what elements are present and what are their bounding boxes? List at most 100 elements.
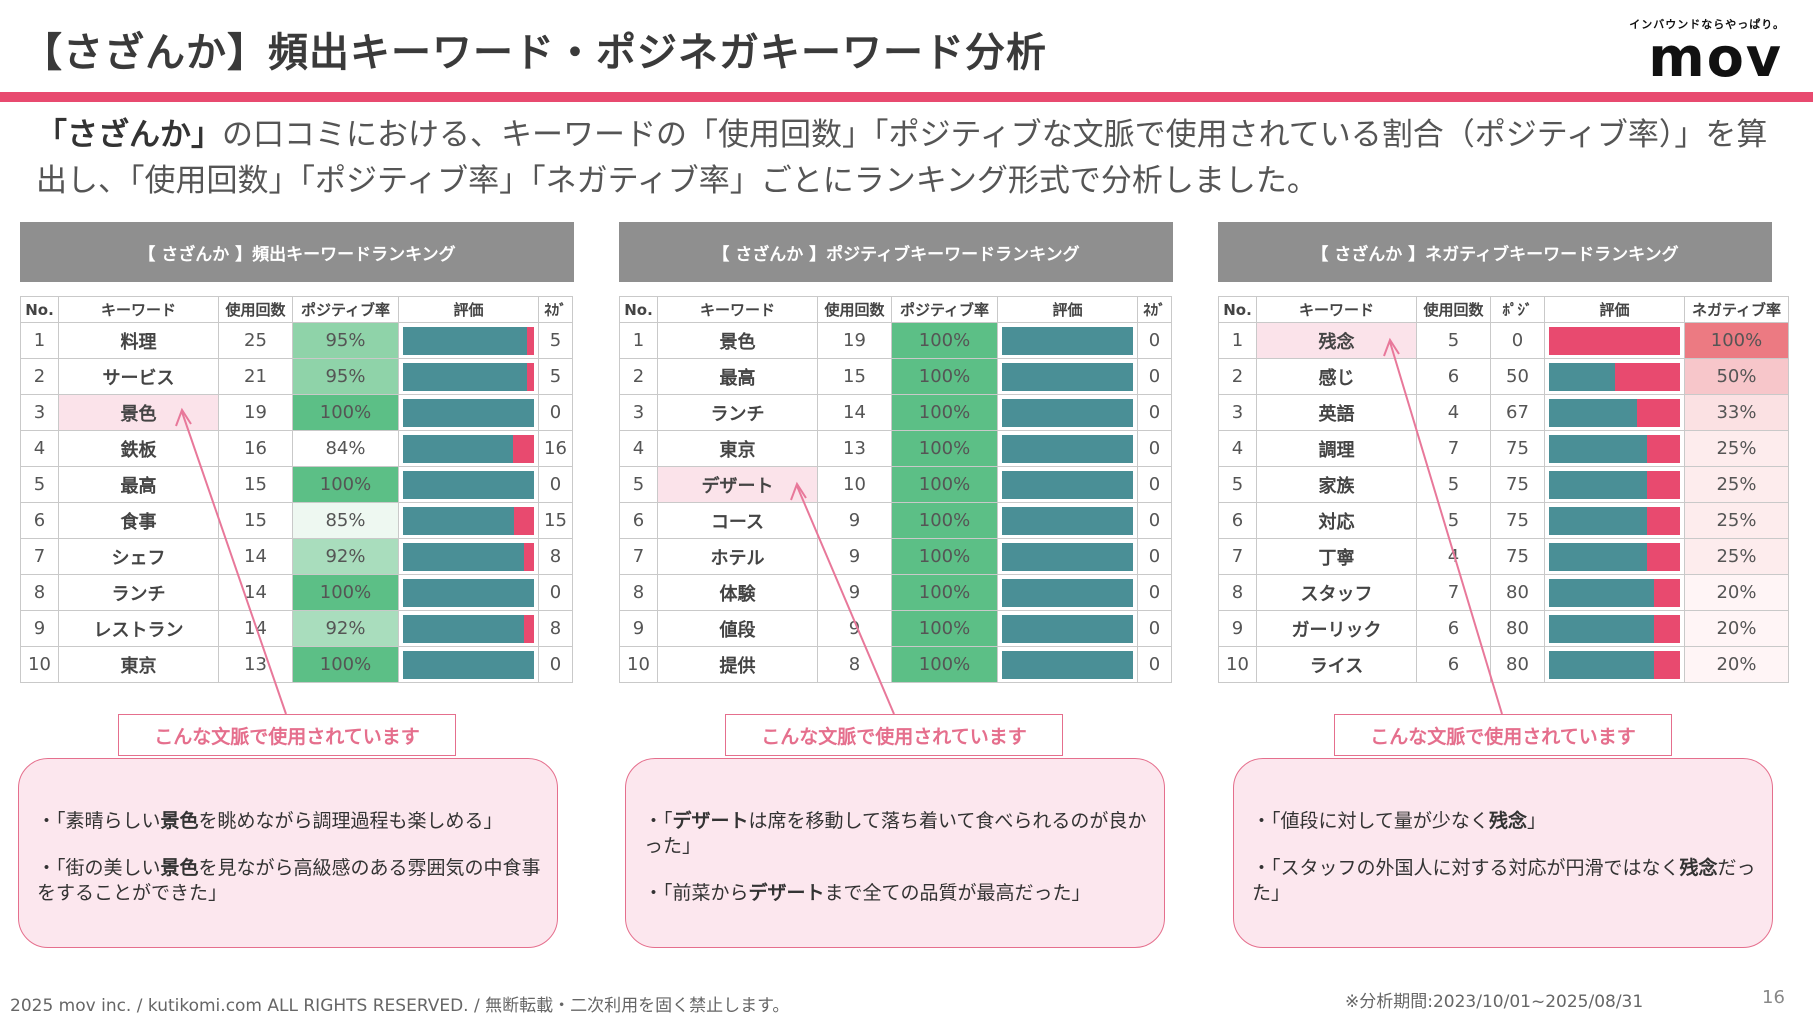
positive-fill [1549, 614, 1654, 643]
sentiment-bar [1002, 434, 1133, 463]
sentiment-bar [403, 506, 534, 535]
title-divider [0, 92, 1813, 102]
page-number: 16 [1762, 987, 1785, 1008]
col-header-no: No. [619, 296, 658, 323]
sentiment-bar [1002, 542, 1133, 571]
count-cell: 9 [817, 502, 892, 539]
positive-fill [403, 362, 528, 391]
table-row: 1 残念 5 0 100% [1218, 322, 1789, 359]
pointer-arrow [796, 485, 895, 715]
context-label: こんな文脈で使用されています [1334, 714, 1672, 756]
rank-no: 3 [20, 394, 59, 431]
positive-fill [1002, 614, 1133, 643]
keyword-cell: 食事 [58, 502, 219, 539]
keyword-cell: 最高 [657, 358, 818, 395]
evaluation-cell [398, 646, 539, 683]
count-cell: 9 [817, 538, 892, 575]
panel-positive-keywords: 【 さざんか 】ポジティブキーワードランキング [619, 222, 1173, 282]
evaluation-cell [1544, 502, 1685, 539]
panel-frequent-keywords: 【 さざんか 】頻出キーワードランキング [20, 222, 574, 282]
positive-fill [1002, 362, 1133, 391]
count-cell: 13 [817, 430, 892, 467]
count-cell: 19 [817, 322, 892, 359]
table-row: 2 最高 15 100% 0 [619, 358, 1172, 395]
rank-no: 1 [20, 322, 59, 359]
col-header-negative: ﾈｶﾞ [538, 296, 573, 323]
table-row: 2 サービス 21 95% 5 [20, 358, 573, 395]
negative-count-cell: 0 [538, 394, 573, 431]
negative-count-cell: 0 [1137, 574, 1172, 611]
quote-text: を眺めながら調理過程も楽しめる」 [198, 810, 503, 832]
positive-fill [403, 326, 528, 355]
negative-count-cell: 0 [1137, 358, 1172, 395]
positive-fill [1002, 398, 1133, 427]
col-header-negative-rate: ネガティブ率 [1684, 296, 1789, 323]
sentiment-bar [1549, 614, 1680, 643]
positive-cell: 80 [1490, 574, 1545, 611]
keyword-cell: デザート [657, 466, 818, 503]
rank-no: 1 [1218, 322, 1257, 359]
arrowhead-icon [1383, 337, 1400, 357]
evaluation-cell [1544, 466, 1685, 503]
positive-fill [403, 650, 534, 679]
positive-rate-cell: 100% [292, 646, 399, 683]
table-row: 1 景色 19 100% 0 [619, 322, 1172, 359]
sentiment-bar [1002, 650, 1133, 679]
rank-no: 9 [1218, 610, 1257, 647]
evaluation-cell [997, 502, 1138, 539]
table-row: 10 ライス 6 80 20% [1218, 646, 1789, 683]
positive-fill [403, 470, 534, 499]
count-cell: 13 [218, 646, 293, 683]
table-row: 2 感じ 6 50 50% [1218, 358, 1789, 395]
count-cell: 5 [1416, 322, 1491, 359]
table-row: 9 値段 9 100% 0 [619, 610, 1172, 647]
col-header-positive-rate: ポジティブ率 [891, 296, 998, 323]
panel-title: 【 さざんか 】頻出キーワードランキング [20, 222, 574, 282]
table-row: 4 東京 13 100% 0 [619, 430, 1172, 467]
negative-count-cell: 0 [1137, 646, 1172, 683]
sentiment-bar [1002, 578, 1133, 607]
context-label: こんな文脈で使用されています [118, 714, 456, 756]
col-header-count: 使用回数 [817, 296, 892, 323]
col-header-positive: ﾎﾟｼﾞ [1490, 296, 1545, 323]
positive-fill [403, 506, 515, 535]
negative-rate-cell: 25% [1684, 502, 1789, 539]
rank-no: 5 [20, 466, 59, 503]
evaluation-cell [1544, 610, 1685, 647]
keyword-cell: 最高 [58, 466, 219, 503]
positive-fill [1549, 542, 1648, 571]
positive-fill [1002, 506, 1133, 535]
positive-fill [1549, 650, 1654, 679]
table-row: 8 体験 9 100% 0 [619, 574, 1172, 611]
context-quote-box: ・「素晴らしい景色を眺めながら調理過程も楽しめる」 ・「街の美しい景色を見ながら高… [18, 758, 558, 948]
rank-no: 4 [619, 430, 658, 467]
col-header-count: 使用回数 [1416, 296, 1491, 323]
context-quote: ・「デザートは席を移動して落ち着いて食べられるのが良かった」 [644, 809, 1150, 859]
panel-title: 【 さざんか 】ポジティブキーワードランキング [619, 222, 1173, 282]
table-row: 1 料理 25 95% 5 [20, 322, 573, 359]
count-cell: 16 [218, 430, 293, 467]
positive-rate-cell: 100% [292, 574, 399, 611]
evaluation-cell [997, 646, 1138, 683]
brand-tagline: インバウンドならやっぱり。 [1629, 18, 1785, 31]
context-quote: ・「素晴らしい景色を眺めながら調理過程も楽しめる」 [37, 809, 543, 834]
context-label: こんな文脈で使用されています [725, 714, 1063, 756]
positive-cell: 80 [1490, 646, 1545, 683]
context-quote-box: ・「値段に対して量が少なく残念」 ・「スタッフの外国人に対する対応が円滑ではなく残… [1233, 758, 1773, 948]
positive-rate-cell: 100% [891, 358, 998, 395]
sentiment-bar [1002, 506, 1133, 535]
page-title: 【さざんか】頻出キーワード・ポジネガキーワード分析 [22, 30, 1047, 76]
sentiment-bar [403, 434, 534, 463]
negative-count-cell: 5 [538, 322, 573, 359]
intro-text: 「さざんか」の口コミにおける、キーワードの「使用回数」「ポジティブな文脈で使用さ… [36, 112, 1786, 204]
table-row: 7 シェフ 14 92% 8 [20, 538, 573, 575]
count-cell: 15 [218, 466, 293, 503]
negative-rate-cell: 33% [1684, 394, 1789, 431]
keyword-cell: ライス [1256, 646, 1417, 683]
positive-fill [1002, 578, 1133, 607]
table-row: 6 コース 9 100% 0 [619, 502, 1172, 539]
keyword-cell: シェフ [58, 538, 219, 575]
evaluation-cell [398, 358, 539, 395]
context-quote-box: ・「デザートは席を移動して落ち着いて食べられるのが良かった」 ・「前菜からデザート… [625, 758, 1165, 948]
quote-text: 」 [1526, 810, 1546, 832]
